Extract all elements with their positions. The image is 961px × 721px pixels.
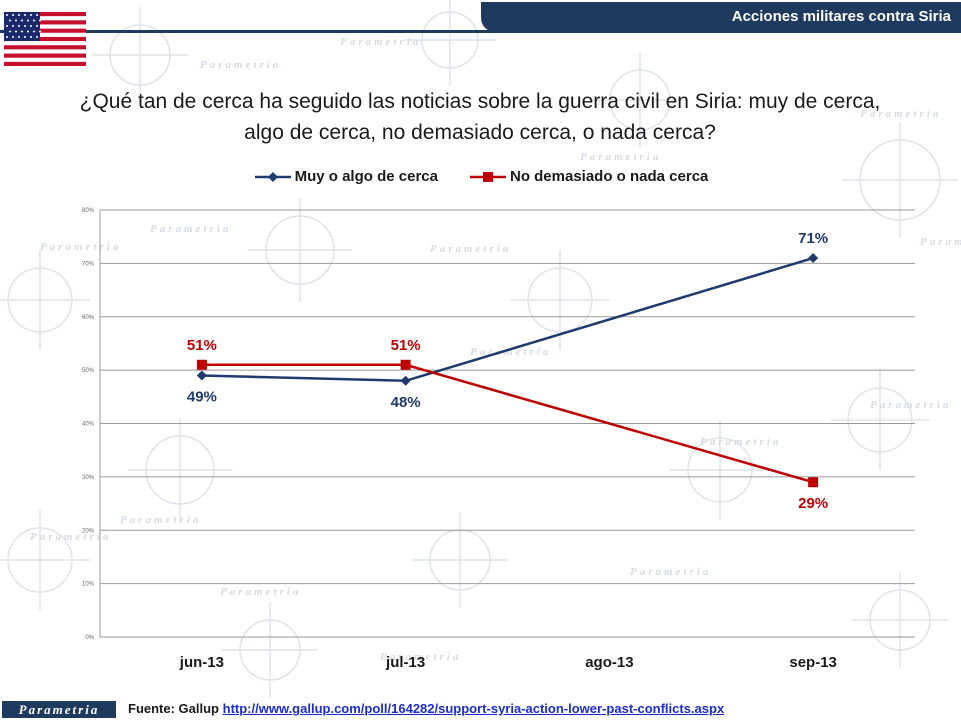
- svg-text:Parametria: Parametria: [340, 36, 421, 48]
- legend-label-series-2: No demasiado o nada cerca: [509, 168, 709, 185]
- data-label: 51%: [187, 337, 217, 354]
- svg-text:Parametria: Parametria: [220, 586, 301, 598]
- footer-source-label: Fuente: Gallup: [128, 701, 223, 716]
- svg-text:Parametria: Parametria: [580, 151, 661, 163]
- legend-swatch-series-2: [469, 171, 506, 182]
- legend-label-series-1: Muy o algo de cerca: [294, 168, 438, 185]
- y-tick-label: 40%: [82, 422, 95, 428]
- svg-text:Parametria: Parametria: [430, 243, 511, 255]
- svg-text:Parametria: Parametria: [860, 108, 941, 120]
- x-tick-label: jul-13: [385, 654, 425, 671]
- svg-text:Parametria: Parametria: [380, 651, 461, 663]
- y-tick-label: 80%: [82, 208, 95, 214]
- legend-item-series-2: No demasiado o nada cerca: [468, 168, 708, 185]
- data-label: 49%: [187, 388, 217, 405]
- source-link[interactable]: http://www.gallup.com/poll/164282/suppor…: [222, 701, 725, 716]
- footer-source: Fuente: Gallup http://www.gallup.com/pol…: [128, 701, 724, 716]
- question-line-1: ¿Qué tan de cerca ha seguido las noticia…: [79, 90, 881, 113]
- y-tick-label: 60%: [82, 315, 95, 321]
- data-point: [400, 375, 411, 386]
- header-bar: Acciones militares contra Siria: [481, 2, 961, 32]
- svg-text:Parametria: Parametria: [700, 436, 781, 448]
- y-tick-label: 0%: [85, 635, 94, 641]
- data-point: [808, 477, 819, 488]
- y-tick-label: 50%: [82, 368, 95, 374]
- data-point: [196, 359, 207, 370]
- parametria-logo: Parametria: [2, 701, 116, 718]
- svg-text:Parametria: Parametria: [150, 223, 231, 235]
- header-title: Acciones militares contra Siria: [731, 8, 951, 25]
- x-tick-label: sep-13: [789, 654, 837, 671]
- y-tick-label: 20%: [82, 528, 95, 534]
- y-tick-label: 10%: [82, 582, 95, 588]
- data-label: 51%: [391, 337, 421, 354]
- svg-text:Parametria: Parametria: [200, 59, 281, 71]
- x-tick-label: jun-13: [179, 654, 224, 671]
- svg-text:Parametria: Parametria: [120, 514, 201, 526]
- question-line-2: algo de cerca, no demasiado cerca, o nad…: [244, 121, 716, 144]
- y-tick-label: 70%: [82, 261, 95, 267]
- x-tick-label: ago-13: [585, 654, 633, 671]
- us-flag-icon: [4, 12, 86, 66]
- svg-text:Parametria: Parametria: [40, 241, 121, 253]
- series-line-1: [201, 256, 814, 383]
- svg-text:Parametria: Parametria: [920, 236, 961, 248]
- svg-text:Parametria: Parametria: [870, 399, 951, 411]
- header-rule: [0, 30, 961, 33]
- data-label: 29%: [798, 495, 828, 512]
- legend-swatch-series-1: [254, 171, 291, 182]
- data-point: [808, 253, 819, 264]
- legend-item-series-1: Muy o algo de cerca: [253, 168, 438, 185]
- y-tick-label: 30%: [82, 475, 95, 481]
- svg-text:Parametria: Parametria: [30, 531, 111, 543]
- chart-legend: Muy o algo de cerca No demasiado o nada …: [0, 168, 961, 185]
- data-label: 48%: [391, 394, 421, 411]
- svg-text:Parametria: Parametria: [630, 566, 711, 578]
- data-label: 71%: [798, 230, 828, 247]
- data-point: [400, 359, 411, 370]
- data-point: [196, 370, 207, 381]
- survey-question: ¿Qué tan de cerca ha seguido las noticia…: [40, 86, 920, 148]
- footer: Parametria Fuente: Gallup http://www.gal…: [0, 698, 961, 721]
